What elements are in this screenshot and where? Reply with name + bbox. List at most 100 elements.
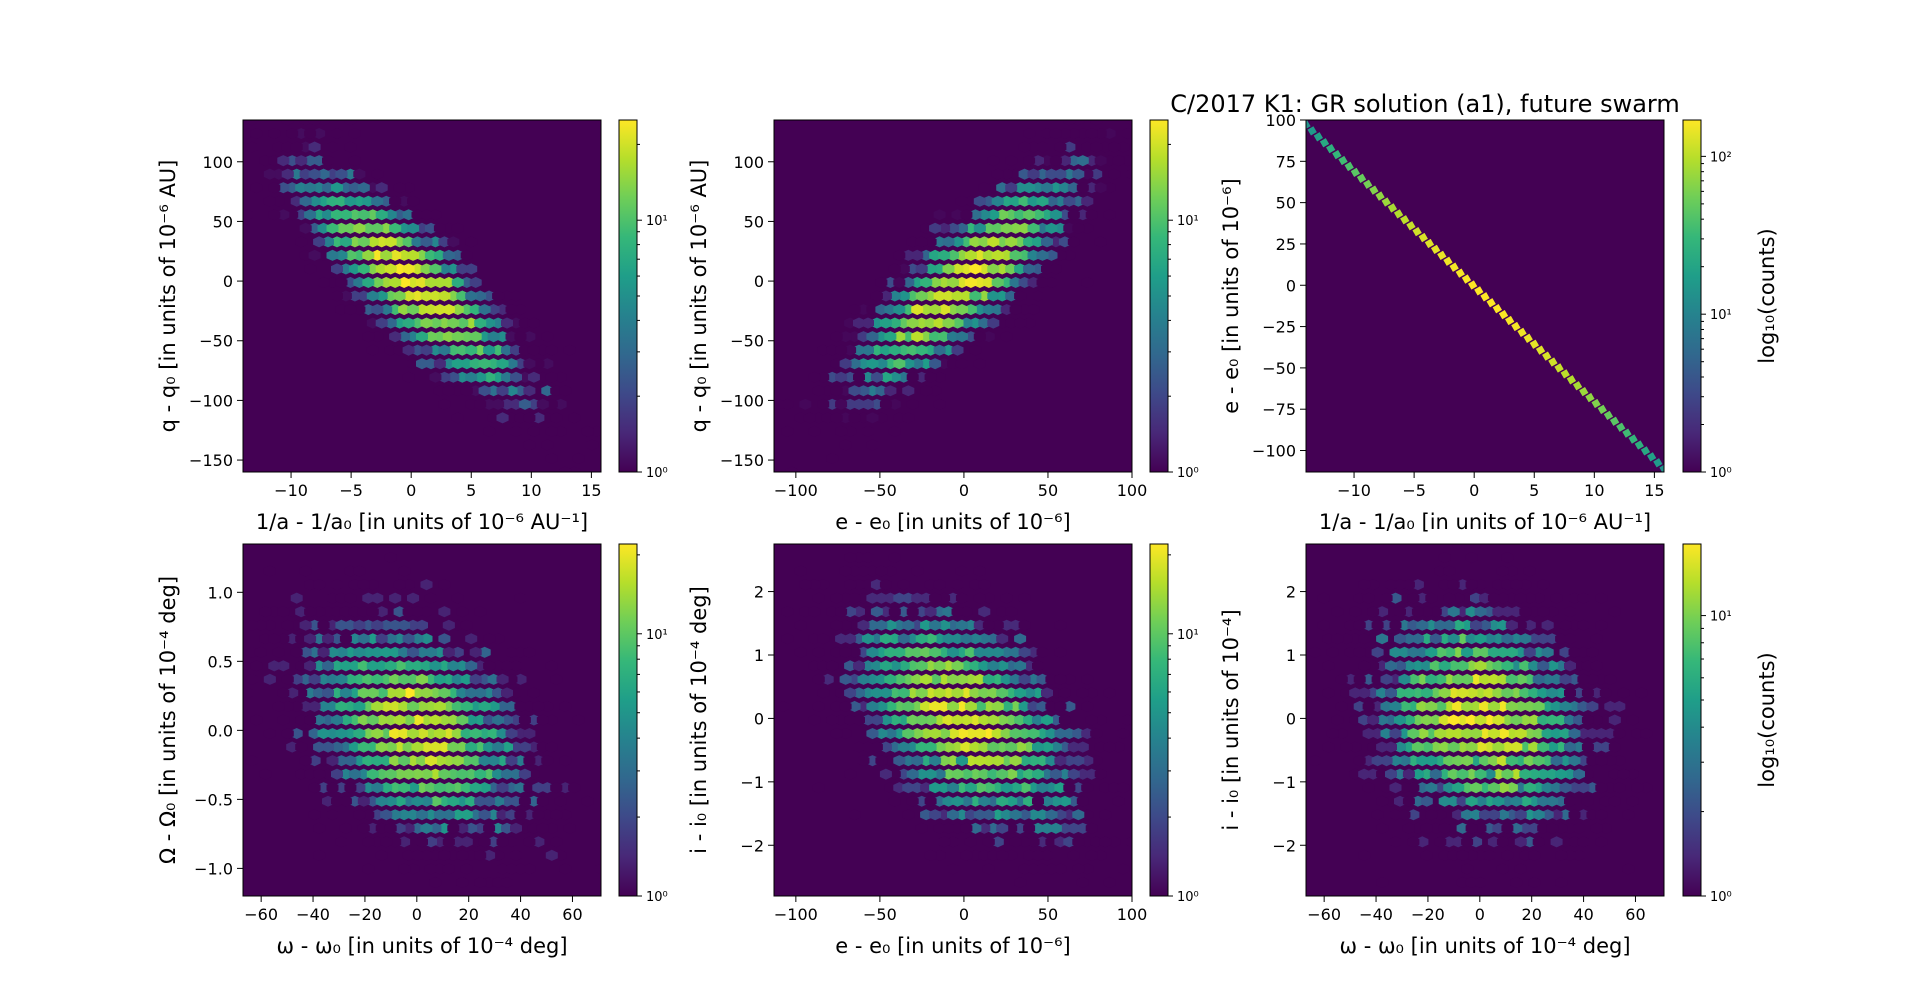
axes-frame-p1 — [242, 119, 602, 473]
hexbin-cell — [518, 714, 531, 726]
hexbin-cell — [313, 236, 326, 248]
hexbin-cell — [478, 385, 491, 397]
hexbin-cell — [817, 398, 830, 410]
hexbin-cell — [1447, 606, 1460, 618]
hexbin-cell — [1510, 795, 1523, 807]
hexbin-cell — [1387, 203, 1398, 213]
hexbin-cell — [433, 700, 446, 712]
hexbin-cell — [920, 673, 933, 685]
hexbin-cell — [991, 249, 1004, 261]
hexbin-cell — [478, 304, 491, 316]
hexbin-cell — [1103, 876, 1116, 888]
hexbin-cell — [501, 371, 513, 383]
hexbin-cell — [875, 565, 888, 577]
hexbin-cell — [1014, 687, 1027, 699]
hexbin-cell — [1331, 633, 1344, 645]
hexbin-cell — [357, 660, 370, 672]
hexbin-cell — [1564, 795, 1576, 807]
hexbin-cell — [947, 646, 959, 658]
hexbin-cell — [808, 606, 821, 618]
hexbin-cell — [433, 728, 446, 740]
hexbin-cell — [1009, 836, 1022, 848]
hexbin-cell — [416, 331, 428, 343]
hexbin-cell — [879, 579, 892, 591]
hexbin-cell — [1465, 552, 1478, 564]
hexbin-cell — [550, 673, 563, 685]
hexbin-cell — [420, 317, 433, 329]
hexbin-cell — [951, 768, 964, 780]
hexbin-cell — [875, 276, 888, 288]
hexbin-cell — [924, 741, 937, 753]
hexbin-cell — [897, 660, 910, 672]
hexbin-cell — [978, 579, 991, 591]
hexbin-cell — [559, 700, 572, 712]
hexbin-cell — [1555, 876, 1568, 888]
hexbin-cell — [973, 565, 986, 577]
hexbin-cell — [1501, 849, 1514, 861]
hexbin-cell — [942, 633, 955, 645]
hexbin-cell — [357, 795, 370, 807]
hexbin-cell — [835, 398, 848, 410]
hexbin-cell — [402, 371, 415, 383]
hexbin-cell — [492, 398, 505, 410]
hexbin-cell — [1376, 633, 1389, 645]
hexbin-cell — [1023, 182, 1036, 194]
x-axis-label: 1/a - 1/a₀ [in units of 10⁻⁶ AU⁻¹] — [1319, 510, 1651, 534]
hexbin-cell — [906, 768, 919, 780]
hexbin-cell — [1036, 782, 1049, 794]
hexbin-cell — [1112, 795, 1125, 807]
colorbar-tick-label: 10⁰ — [646, 466, 668, 481]
hexbin-cell — [866, 592, 879, 604]
hexbin-cell — [1322, 660, 1335, 672]
hexbin-cell — [1577, 836, 1590, 848]
hexbin-cell — [1306, 120, 1311, 130]
hexbin-cell — [398, 619, 411, 631]
hexbin-cell — [331, 263, 343, 275]
hexbin-cell — [808, 507, 820, 518]
y-tick-label: 0 — [1286, 709, 1296, 728]
hexbin-cell — [389, 331, 402, 343]
hexbin-cell — [322, 687, 334, 699]
hexbin-cell — [407, 592, 420, 604]
hexbin-cell — [915, 714, 928, 726]
hexbin-cell — [1474, 633, 1487, 645]
hexbin-cell — [299, 619, 312, 631]
hexbin-cell — [304, 714, 317, 726]
hexbin-cell — [902, 619, 915, 631]
hexbin-cell — [893, 646, 906, 658]
y-tick-label: 1 — [754, 646, 764, 665]
hexbin-cell — [1483, 849, 1496, 861]
hexbin-cell — [929, 755, 942, 767]
hexbin-cell — [559, 755, 572, 767]
hexbin-cell — [1076, 795, 1089, 807]
hexbin-cell — [438, 633, 451, 645]
hexbin-cell — [933, 660, 946, 672]
y-tick-label: 100 — [202, 153, 233, 172]
hexbin-cell — [1416, 755, 1429, 767]
hexbin-cell — [243, 728, 249, 740]
hexbin-cell — [1032, 236, 1044, 248]
hexbin-cell — [1054, 646, 1067, 658]
hexbin-cell — [384, 236, 397, 248]
hexbin-cell — [433, 809, 446, 821]
hexbin-cell — [1018, 592, 1031, 604]
hexbin-cell — [1626, 795, 1639, 807]
hexbin-cell — [357, 236, 370, 248]
hexbin-cell — [1027, 836, 1040, 848]
hexbin-cell — [420, 344, 433, 356]
hexbins-p1 — [243, 120, 601, 472]
hexbin-cell — [839, 673, 852, 685]
hexbin-cell — [1018, 646, 1031, 658]
hexbin-cell — [1595, 836, 1608, 848]
hexbin-cell — [527, 425, 540, 437]
hexbin-cell — [987, 290, 1000, 302]
y-tick-label: 50 — [213, 212, 233, 231]
hexbin-cell — [1313, 132, 1323, 142]
hexbin-cell — [344, 592, 357, 604]
colorbar-tick-label: 10¹ — [646, 628, 668, 643]
hexbin-cell — [1340, 633, 1353, 645]
hexbin-cell — [1385, 768, 1397, 780]
hexbin-cell — [812, 385, 825, 397]
hexbin-cell — [568, 782, 581, 794]
